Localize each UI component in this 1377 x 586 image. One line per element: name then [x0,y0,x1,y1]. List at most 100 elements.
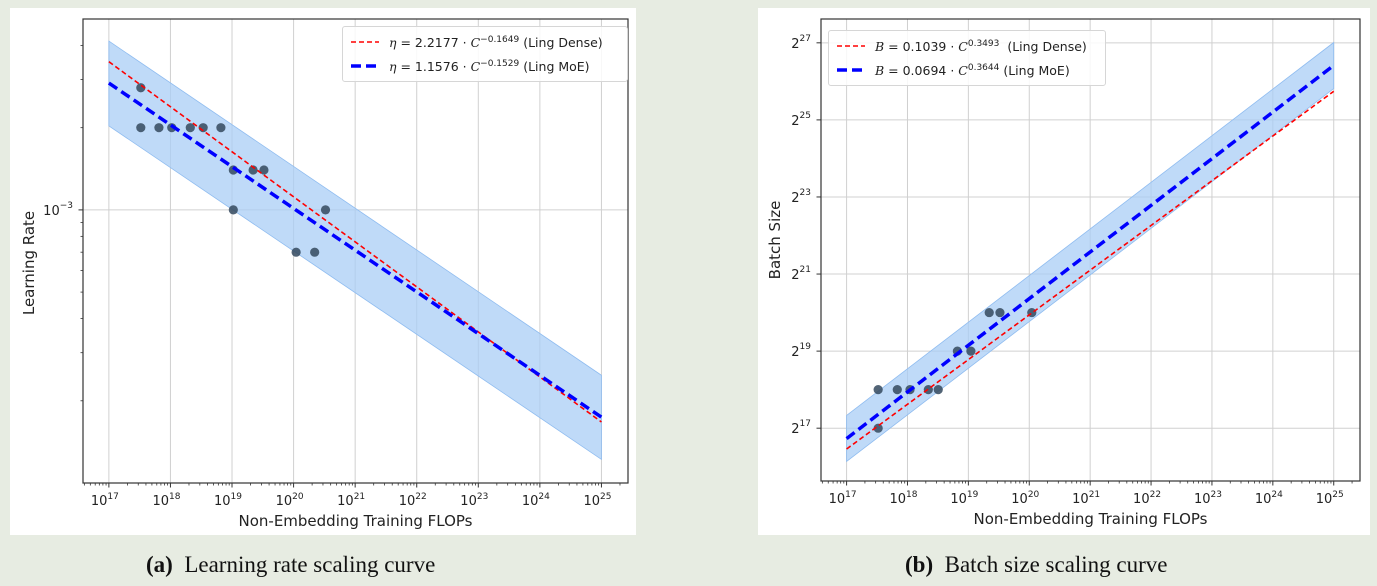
legend-coef: 1.1576 [414,58,459,74]
legend-item-moe: η = 1.1576 · C −0.1529 (Ling MoE) [349,54,621,78]
tick-exponent: 21 [354,492,365,502]
fit-line-dense [846,90,1335,450]
tick-base: 2 [791,422,799,437]
tick-base: 10 [399,494,416,509]
x-tick-label: 1019 [950,490,978,507]
dense-line-swatch-icon [351,41,379,43]
legend-b: B = 0.1039 · C 0.3493 (Ling Dense) B = 0.… [828,30,1106,86]
tick-exponent: 20 [292,492,304,502]
tick-exponent: 25 [1332,490,1343,500]
legend-exponent: 0.3644 [967,63,1000,73]
tick-exponent: 19 [231,492,243,502]
legend-item-dense: B = 0.1039 · C 0.3493 (Ling Dense) [835,34,1099,58]
data-point [310,247,320,257]
x-tick-label: 1022 [399,492,427,509]
tick-base: 10 [214,494,231,509]
y-tick-label: 225 [791,111,811,129]
tick-base: 10 [889,492,906,507]
caption-text: Learning rate scaling curve [184,552,436,577]
data-point [291,247,301,257]
tick-base: 10 [1011,492,1028,507]
tick-exponent: 20 [1028,490,1040,500]
y-tick-label: 223 [791,188,811,206]
tick-base: 10 [1316,492,1333,507]
data-point [228,205,238,215]
legend-a: η = 2.2177 · C −0.1649 (Ling Dense) η = 1… [342,26,628,82]
y-tick-label: 219 [791,342,811,360]
tick-exponent: 19 [800,342,812,352]
x-tick-label: 1024 [522,492,550,509]
data-point [185,123,195,133]
legend-coef: 0.1039 [902,38,947,54]
x-axis-label: Non-Embedding Training FLOPs [974,510,1208,528]
legend-label: (Ling Dense) [523,34,603,50]
y-axis-label: Batch Size [766,201,784,280]
chart-b: 1017 1018 1019 1020 1021 1022 1023 1024 10252172… [766,18,1361,528]
data-point [154,123,164,133]
tick-base: 10 [1255,492,1272,507]
tick-base: 10 [1194,492,1211,507]
data-point [320,205,331,215]
tick-base: 2 [791,191,799,206]
tick-exponent: 21 [1089,490,1100,500]
tick-exponent: 25 [600,492,611,502]
legend-exponent: 0.3493 [967,39,1000,49]
moe-line-swatch-icon [837,68,865,72]
moe-line-swatch-icon [351,64,379,68]
legend-symbol: η [389,58,397,74]
tick-exponent: 21 [800,265,811,275]
tick-base: 10 [276,494,293,509]
tick-exponent: 23 [1210,490,1221,500]
x-tick-label: 1018 [152,492,180,509]
x-tick-label: 1018 [889,490,917,507]
tick-base: 2 [791,37,799,52]
tick-base: 10 [583,494,600,509]
tick-base: 10 [950,492,967,507]
tick-base: 10 [337,494,354,509]
data-point [136,83,146,93]
tick-exponent: 27 [800,34,811,44]
tick-exponent: 22 [415,492,426,502]
caption-a: (a) Learning rate scaling curve [146,552,435,578]
legend-symbol: η [389,34,397,50]
x-tick-label: 1023 [1194,490,1222,507]
legend-coef: 2.2177 [414,34,459,50]
tick-exponent: 23 [800,188,811,198]
data-point [259,165,269,175]
x-tick-label: 1021 [337,492,365,509]
tick-exponent: 24 [538,492,550,502]
x-tick-label: 1025 [583,492,611,509]
data-point [995,307,1005,318]
legend-item-dense: η = 2.2177 · C −0.1649 (Ling Dense) [349,30,621,54]
tick-exponent: −3 [60,201,73,211]
caption-text: Batch size scaling curve [944,552,1168,577]
dense-line-swatch-icon [837,45,865,47]
tick-base: 2 [791,345,799,360]
x-tick-label: 1022 [1133,490,1161,507]
x-tick-label: 1017 [829,490,857,507]
x-axis-label: Non-Embedding Training FLOPs [239,512,473,530]
data-point [966,346,976,356]
data-point [984,307,994,318]
y-tick-label: 221 [791,265,811,283]
tick-exponent: 25 [800,111,811,121]
fit-line-moe [845,64,1335,440]
y-tick-label: 227 [791,34,811,52]
legend-symbol: B [875,62,885,78]
chart-a: 1017 1018 1019 1020 1021 1022 1023 1024 102510−3… [20,18,629,530]
confidence-band [108,40,602,461]
legend-exponent: −0.1529 [480,59,520,69]
tick-base: 10 [522,494,539,509]
data-point [248,165,258,175]
legend-label: (Ling MoE) [1003,62,1070,78]
tick-base: 10 [1133,492,1150,507]
x-tick-label: 1020 [1011,490,1039,507]
legend-label: (Ling MoE) [523,58,590,74]
x-tick-label: 1021 [1072,490,1100,507]
data-point [873,423,883,433]
legend-label: (Ling Dense) [1007,38,1087,54]
x-tick-label: 1024 [1255,490,1283,507]
data-point [892,385,902,395]
tick-exponent: 18 [169,492,181,502]
